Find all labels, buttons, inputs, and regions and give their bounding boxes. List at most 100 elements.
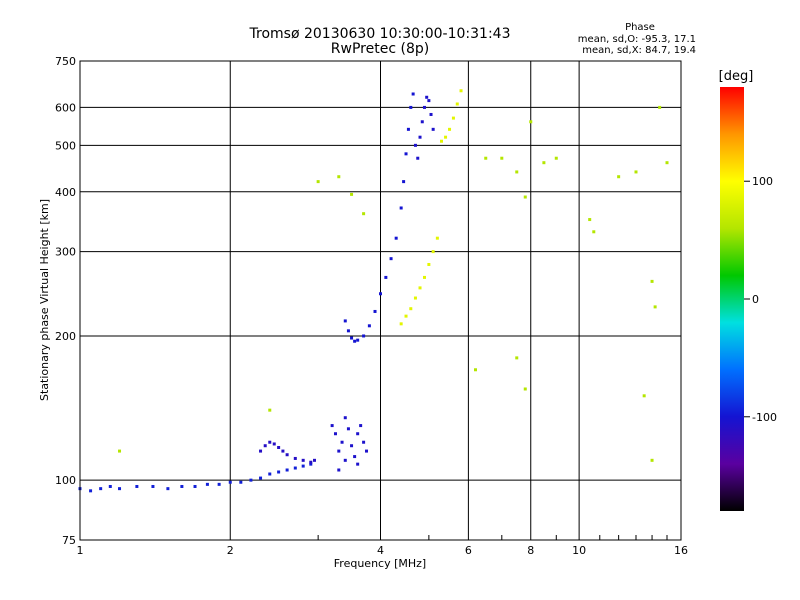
y-axis: 75 100 200 300 400 500 600 750 [55,55,76,547]
data-point [301,464,305,468]
y-tick-label: 200 [55,330,76,343]
x-tick-label: 8 [527,544,534,557]
data-point [422,105,426,109]
data-point [301,458,305,462]
data-point [379,292,382,296]
data-point [217,482,221,486]
data-point [346,427,350,431]
colorbar [720,87,744,511]
data-point [263,444,267,448]
data-point [455,102,459,106]
data-point [409,307,413,311]
data-point [353,455,357,459]
data-point [404,152,408,156]
y-tick-label: 600 [55,101,76,114]
data-point [343,458,347,462]
data-point [484,156,488,160]
data-point [459,89,463,93]
data-point [353,339,357,343]
colorbar-label: [deg] [719,69,754,84]
data-point [529,120,533,124]
data-point [151,484,155,488]
data-point [166,487,170,491]
data-point [658,105,662,109]
data-point [135,484,139,488]
data-point [418,286,422,290]
data-point [523,387,527,391]
data-point [515,356,519,360]
data-point [272,442,276,446]
data-point [356,338,360,342]
data-point [285,453,289,457]
data-point [402,180,406,184]
data-point [473,368,477,372]
data-point [239,480,243,484]
data-point [653,305,657,309]
data-point [259,449,263,453]
plot-frame [79,60,682,541]
data-point [356,432,360,436]
data-point [418,135,422,139]
data-point [420,120,424,124]
data-point [118,487,122,491]
y-tick-label: 750 [55,55,76,68]
y-tick-label: 400 [55,186,76,199]
data-point [99,487,103,491]
data-point [259,476,263,480]
data-point [277,470,281,474]
data-point [333,432,337,436]
data-point [309,462,313,466]
data-point [431,127,435,131]
data-point [394,236,398,240]
data-point [440,139,444,143]
data-point [404,314,408,318]
x-tick-label: 2 [227,544,234,557]
y-tick-label: 300 [55,246,76,259]
data-point [588,218,592,222]
data-point [448,127,452,131]
data-point [337,175,341,179]
colorbar-ticks: 100 0 -100 [744,175,777,424]
colorbar-tick-label: -100 [752,411,777,424]
data-point [431,250,435,254]
data-point [444,135,448,139]
data-point [642,394,646,398]
data-point [634,170,638,174]
data-point [435,236,439,240]
y-tick-label: 75 [62,534,76,547]
data-point [293,466,297,470]
data-point [409,105,413,109]
data-point [180,484,184,488]
data-point [343,319,347,323]
stats-header: Phase [625,22,655,33]
data-point [362,334,366,338]
data-point [515,170,519,174]
y-axis-label: Stationary phase Virtual Height [km] [38,199,51,401]
data-point [330,424,334,428]
data-point [413,296,417,300]
stats-x-mode: mean, sd,X: 84.7, 19.4 [582,45,696,56]
data-point [542,161,546,165]
data-point [367,324,371,328]
x-tick-label: 10 [572,544,586,557]
data-point [451,116,455,120]
data-point [554,156,558,160]
data-point [350,444,354,448]
data-point [500,156,504,160]
data-point [268,408,272,412]
stats-o-mode: mean, sd,O: -95.3, 17.1 [578,34,696,45]
data-point [650,458,654,462]
data-point [205,482,209,486]
data-point [108,484,112,488]
data-point [356,462,360,466]
data-point [389,257,393,261]
data-point [268,440,272,444]
data-point [416,156,420,160]
data-point [350,192,354,196]
y-tick-label: 100 [55,474,76,487]
x-tick-label: 4 [377,544,384,557]
data-point [340,440,344,444]
x-tick-label: 6 [465,544,472,557]
data-point [365,449,369,453]
